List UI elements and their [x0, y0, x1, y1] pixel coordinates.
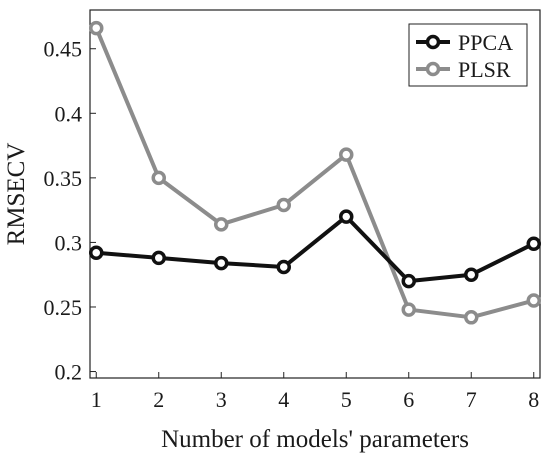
- data-point-ppca: [464, 267, 479, 282]
- x-tick-label: 2: [153, 387, 164, 412]
- legend-label-ppca: PPCA: [458, 30, 513, 55]
- series-line-ppca: [96, 214, 535, 284]
- x-axis-label: Number of models' parameters: [161, 426, 469, 453]
- x-tick-label: 8: [528, 387, 539, 412]
- series-ppca: [89, 209, 541, 289]
- data-point-plsr: [339, 147, 354, 162]
- data-point-ppca: [526, 236, 541, 251]
- data-point-ppca: [214, 255, 229, 271]
- data-point-ppca: [401, 273, 416, 289]
- x-tick-label: 5: [341, 387, 352, 412]
- x-tick-label: 3: [216, 387, 227, 412]
- x-tick-label: 1: [91, 387, 102, 412]
- legend-marker-ppca: [425, 34, 441, 50]
- y-tick-label: 0.25: [44, 295, 83, 320]
- x-axis: 1 2 3 4 5 6 7 8: [91, 372, 539, 412]
- data-point-ppca: [89, 245, 104, 261]
- series-line-plsr: [94, 27, 535, 320]
- data-point-ppca: [276, 259, 291, 275]
- x-tick-label: 4: [278, 387, 289, 412]
- data-point-ppca: [151, 250, 166, 266]
- legend-box: [408, 23, 528, 87]
- x-tick-label: 6: [403, 387, 414, 412]
- data-point-plsr: [276, 197, 291, 213]
- series-plsr: [89, 20, 541, 325]
- data-point-plsr: [89, 20, 104, 36]
- y-axis: 0.2 0.25 0.3 0.35 0.4 0.45: [44, 37, 96, 385]
- x-tick-label: 7: [466, 387, 477, 412]
- y-tick-label: 0.3: [55, 230, 83, 255]
- data-point-plsr: [151, 170, 166, 186]
- data-point-ppca: [339, 209, 354, 224]
- y-tick-label: 0.35: [44, 166, 83, 191]
- data-point-plsr: [526, 293, 541, 308]
- data-point-plsr: [401, 302, 416, 317]
- y-axis-label: RMSECV: [3, 143, 30, 246]
- y-tick-label: 0.4: [55, 101, 83, 126]
- y-tick-label: 0.45: [44, 37, 83, 62]
- legend-label-plsr: PLSR: [458, 57, 511, 82]
- series-layer: [89, 20, 541, 325]
- y-tick-label: 0.2: [55, 360, 83, 385]
- legend-marker-plsr: [425, 61, 441, 77]
- data-point-plsr: [464, 310, 479, 325]
- data-point-plsr: [214, 217, 229, 232]
